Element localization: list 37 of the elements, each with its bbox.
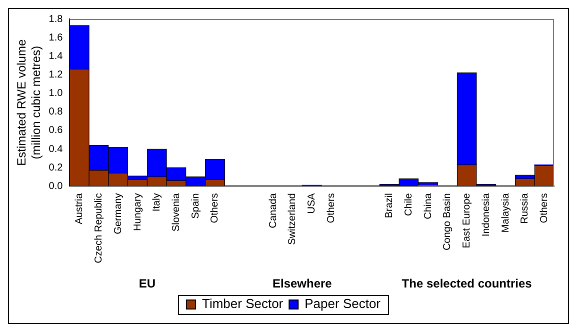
y-tick-label: 1.6 — [48, 32, 64, 44]
y-tick-label: 1.8 — [48, 14, 64, 25]
text: EU — [138, 276, 156, 290]
y-tick-label: 1.4 — [48, 50, 64, 62]
y-tick-label: 1.0 — [48, 88, 64, 100]
x-tick-label: Congo Basin — [442, 193, 454, 250]
x-tick-label: Slovenia — [170, 192, 182, 232]
x-tick-label: Malaysia — [500, 192, 512, 233]
x-tick-label: Russia — [520, 192, 531, 224]
y-tick-label: 1.2 — [48, 69, 64, 80]
x-tick-label: Germany — [112, 193, 124, 234]
legend-label: Timber Sector — [202, 296, 284, 312]
x-tick-label: Italy — [152, 193, 163, 212]
y-tick-label: 0.6 — [48, 125, 64, 136]
x-tick-label: Spain — [190, 193, 202, 219]
x-tick-label: Canada — [268, 192, 279, 228]
x-tick-label: Chile — [403, 192, 414, 216]
x-tick-label: USA — [306, 192, 318, 214]
y-axis-title: Estimated RWE volume (million cubic metres) — [14, 39, 43, 166]
x-tick-label: Brazil — [384, 193, 396, 218]
legend-label: Paper Sector — [304, 296, 382, 312]
x-tick-label: Others — [539, 193, 550, 224]
y-tick-label: 0.8 — [48, 106, 64, 118]
text: The selected countries — [402, 276, 532, 290]
x-tick-label: East Europe — [462, 192, 473, 248]
x-tick-label: Others — [326, 193, 337, 224]
text: Elsewhere — [272, 276, 332, 290]
y-tick-label: 0.0 — [48, 180, 64, 192]
y-tick-label: 0.4 — [48, 144, 64, 155]
x-tick-label: Austria — [74, 192, 86, 224]
x-tick-label: Switzerland — [287, 193, 298, 245]
x-tick-label: Others — [210, 193, 221, 224]
y-tick-label: 0.2 — [48, 162, 64, 174]
x-tick-label: Czech Republic — [94, 193, 105, 264]
x-tick-label: China — [422, 192, 434, 220]
x-tick-label: Hungary — [132, 193, 144, 231]
x-tick-label: Indonesia — [480, 192, 492, 237]
